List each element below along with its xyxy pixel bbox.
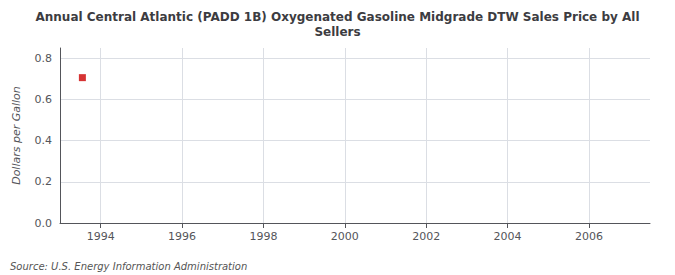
svg-text:1996: 1996: [168, 230, 196, 243]
svg-text:Source: U.S. Energy Informatio: Source: U.S. Energy Information Administ…: [10, 261, 247, 272]
svg-text:2002: 2002: [412, 230, 440, 243]
svg-text:Sellers: Sellers: [314, 25, 360, 39]
svg-text:0.0: 0.0: [35, 217, 53, 230]
svg-text:Annual Central Atlantic (PADD: Annual Central Atlantic (PADD 1B) Oxygen…: [35, 10, 639, 24]
svg-text:2000: 2000: [331, 230, 359, 243]
svg-text:2006: 2006: [575, 230, 603, 243]
svg-text:1994: 1994: [87, 230, 115, 243]
svg-text:0.6: 0.6: [35, 93, 53, 106]
svg-text:Dollars per Gallon: Dollars per Gallon: [10, 86, 23, 185]
svg-text:2004: 2004: [494, 230, 522, 243]
svg-text:0.8: 0.8: [35, 52, 53, 65]
svg-text:1998: 1998: [249, 230, 277, 243]
svg-text:0.2: 0.2: [35, 175, 53, 188]
svg-text:0.4: 0.4: [35, 134, 53, 147]
